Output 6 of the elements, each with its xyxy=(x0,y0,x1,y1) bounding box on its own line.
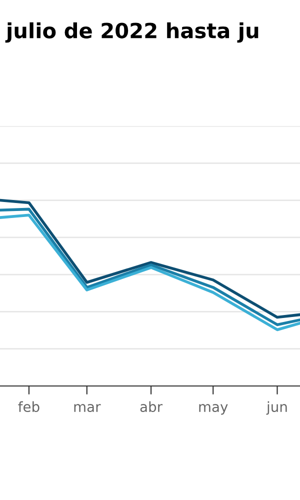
x-tick-label: mar xyxy=(74,404,101,412)
x-tick-label: jun xyxy=(266,401,287,415)
x-tick-label: may xyxy=(199,404,228,415)
chart-title: julio de 2022 hasta ju xyxy=(5,22,258,43)
x-tick-label: feb xyxy=(18,401,40,412)
x-tick-label: abr xyxy=(140,401,163,412)
